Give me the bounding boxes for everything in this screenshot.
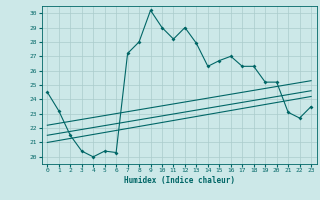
X-axis label: Humidex (Indice chaleur): Humidex (Indice chaleur) (124, 176, 235, 185)
